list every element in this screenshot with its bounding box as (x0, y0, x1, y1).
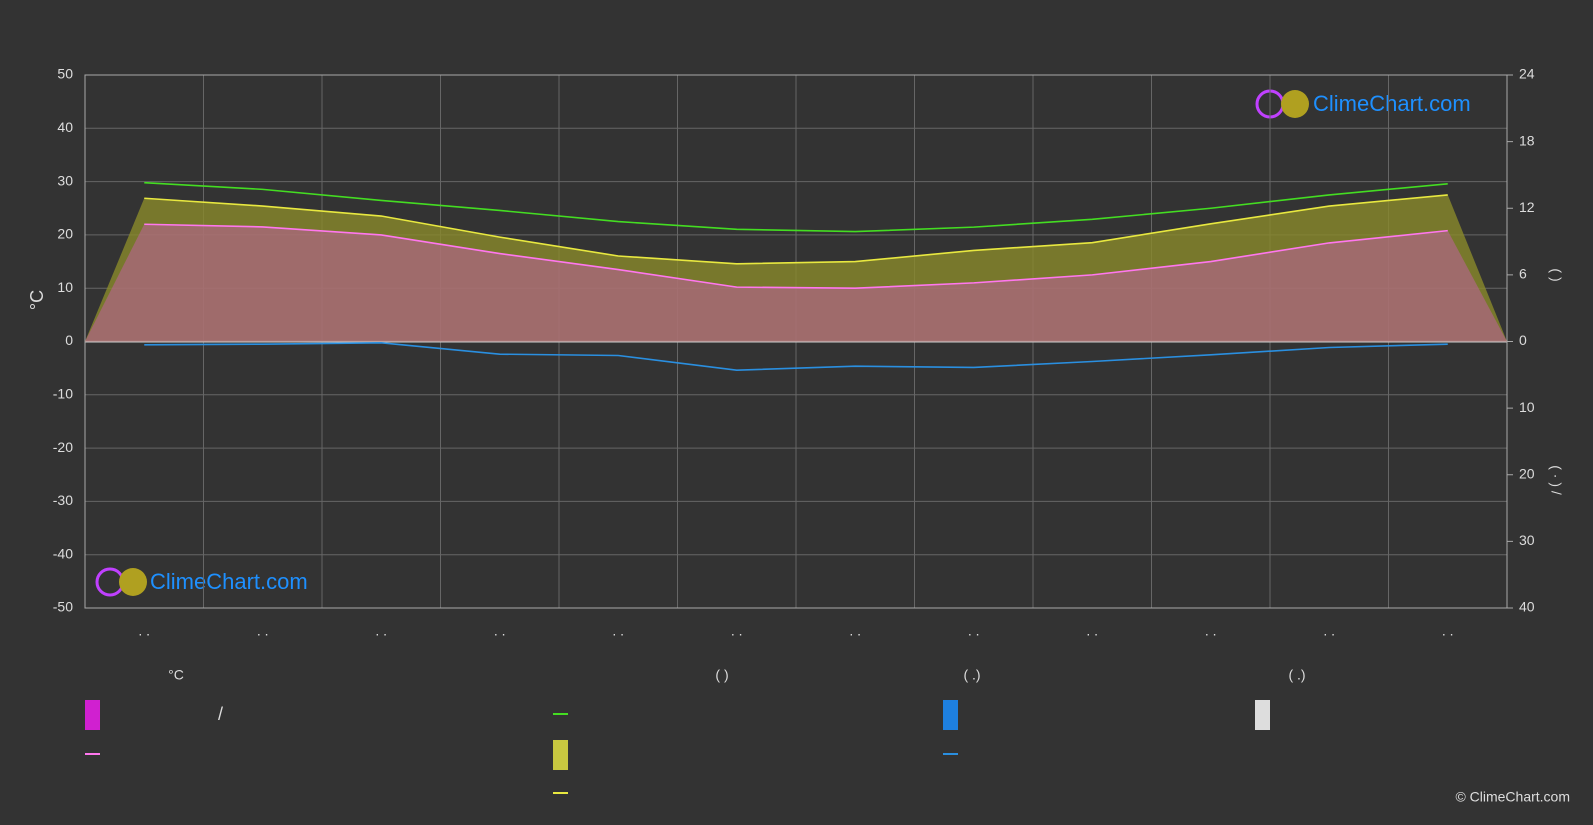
y-tick-label: -40 (53, 545, 73, 561)
temperature-area (85, 224, 1507, 342)
x-tick-label: . . (1442, 623, 1454, 639)
y-tick-label: -30 (53, 492, 73, 508)
logo-sun (1281, 90, 1309, 118)
series-line (144, 223, 1448, 290)
series-line (144, 342, 1448, 371)
y2-axis-label: ( ) (1548, 268, 1564, 281)
legend-note: / (218, 704, 223, 724)
y-tick-label: 20 (57, 226, 73, 242)
x-tick-label: . . (1323, 623, 1335, 639)
y3-tick-label: 10 (1519, 399, 1535, 415)
legend-header: ( ) (715, 667, 728, 683)
x-tick-label: . . (375, 623, 387, 639)
x-tick-label: . . (612, 623, 624, 639)
y-tick-label: 10 (57, 279, 73, 295)
y2-tick-label: 6 (1519, 266, 1527, 282)
legend-swatch (943, 700, 958, 730)
series-line (144, 181, 1448, 233)
legend-swatch (85, 700, 100, 730)
y3-tick-label: 20 (1519, 465, 1535, 481)
logo-sun (119, 568, 147, 596)
y-tick-label: -10 (53, 386, 73, 402)
logo-top: ClimeChart.com (1255, 89, 1471, 119)
legend-header: ( .) (963, 667, 980, 683)
series-line (144, 194, 1448, 265)
x-tick-label: . . (257, 623, 269, 639)
x-tick-label: . . (494, 623, 506, 639)
legend-swatch (1255, 700, 1270, 730)
watermark: ClimeChart.com (1313, 91, 1471, 116)
credit: © ClimeChart.com (1455, 789, 1570, 805)
legend-header: °C (168, 667, 184, 683)
y2-tick-label: 18 (1519, 132, 1535, 148)
x-tick-label: . . (1086, 623, 1098, 639)
x-tick-label: . . (968, 623, 980, 639)
x-tick-label: . . (849, 623, 861, 639)
y-tick-label: -50 (53, 599, 73, 615)
watermark: ClimeChart.com (150, 569, 308, 594)
legend-header: ( .) (1288, 667, 1305, 683)
y2-tick-label: 0 (1519, 332, 1527, 348)
y3-axis-label: ( · ) / (1548, 465, 1564, 495)
y-tick-label: 0 (65, 332, 73, 348)
legend-swatch (553, 740, 568, 770)
y3-tick-label: 30 (1519, 532, 1535, 548)
logo-bottom: ClimeChart.com (95, 567, 308, 597)
x-tick-label: . . (138, 623, 150, 639)
y-tick-label: 30 (57, 172, 73, 188)
y2-tick-label: 12 (1519, 199, 1535, 215)
y2-tick-label: 24 (1519, 66, 1535, 82)
y-tick-label: -20 (53, 439, 73, 455)
y3-tick-label: 40 (1519, 599, 1535, 615)
x-tick-label: . . (1205, 623, 1217, 639)
y-axis-label: °C (27, 290, 47, 310)
x-tick-label: . . (731, 623, 743, 639)
y-tick-label: 50 (57, 66, 73, 82)
y-tick-label: 40 (57, 119, 73, 135)
